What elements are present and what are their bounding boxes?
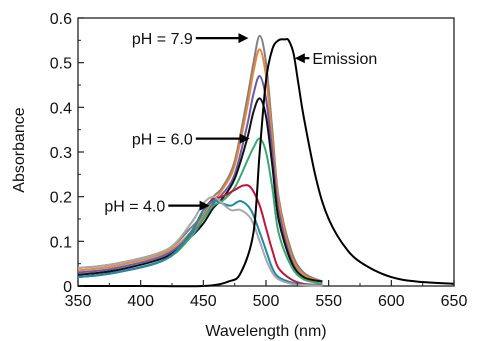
y-tick-label: 0.2: [50, 190, 72, 207]
x-axis-title: Wavelength (nm): [205, 323, 326, 340]
x-tick-label: 450: [190, 293, 217, 310]
annotation-label: pH = 4.0: [104, 199, 165, 216]
series-line-8: [77, 37, 455, 288]
x-tick-label: 500: [253, 293, 280, 310]
x-tick-label: 650: [441, 293, 468, 310]
tick-layer: 350 400 450 500 550 600 650 0 0.1 0.2 0.3 0.4 0.5 0.6: [50, 11, 468, 310]
y-tick-label: 0.6: [50, 11, 72, 28]
series-line-2: [77, 75, 323, 283]
y-tick-label: 0.1: [50, 234, 72, 251]
annotation-layer: pH = 7.9 pH = 6.0 pH = 4.0 Emission: [104, 31, 377, 216]
x-tick-label: 400: [127, 293, 154, 310]
x-tick-label: 550: [315, 293, 342, 310]
y-tick-label: 0.5: [50, 56, 72, 73]
annotation-label: Emission: [312, 51, 377, 68]
series-line-7: [77, 195, 323, 287]
annotation-arrowhead: [238, 33, 249, 44]
y-axis-title: Absorbance: [11, 107, 28, 192]
series-line-6: [77, 199, 323, 287]
series-line-1: [77, 48, 323, 283]
annotation-arrowhead: [239, 133, 250, 144]
annotation-label: pH = 7.9: [132, 31, 193, 48]
annotation-arrowhead: [294, 53, 305, 64]
series-layer: [77, 34, 455, 288]
y-tick-label: 0.3: [50, 145, 72, 162]
annotation-arrowhead: [199, 200, 210, 211]
y-tick-label: 0: [63, 279, 72, 296]
annotation-label: pH = 6.0: [132, 132, 193, 149]
series-line-4: [77, 137, 323, 285]
x-tick-label: 600: [378, 293, 405, 310]
x-tick-label: 350: [65, 293, 92, 310]
y-tick-label: 0.4: [50, 100, 72, 117]
